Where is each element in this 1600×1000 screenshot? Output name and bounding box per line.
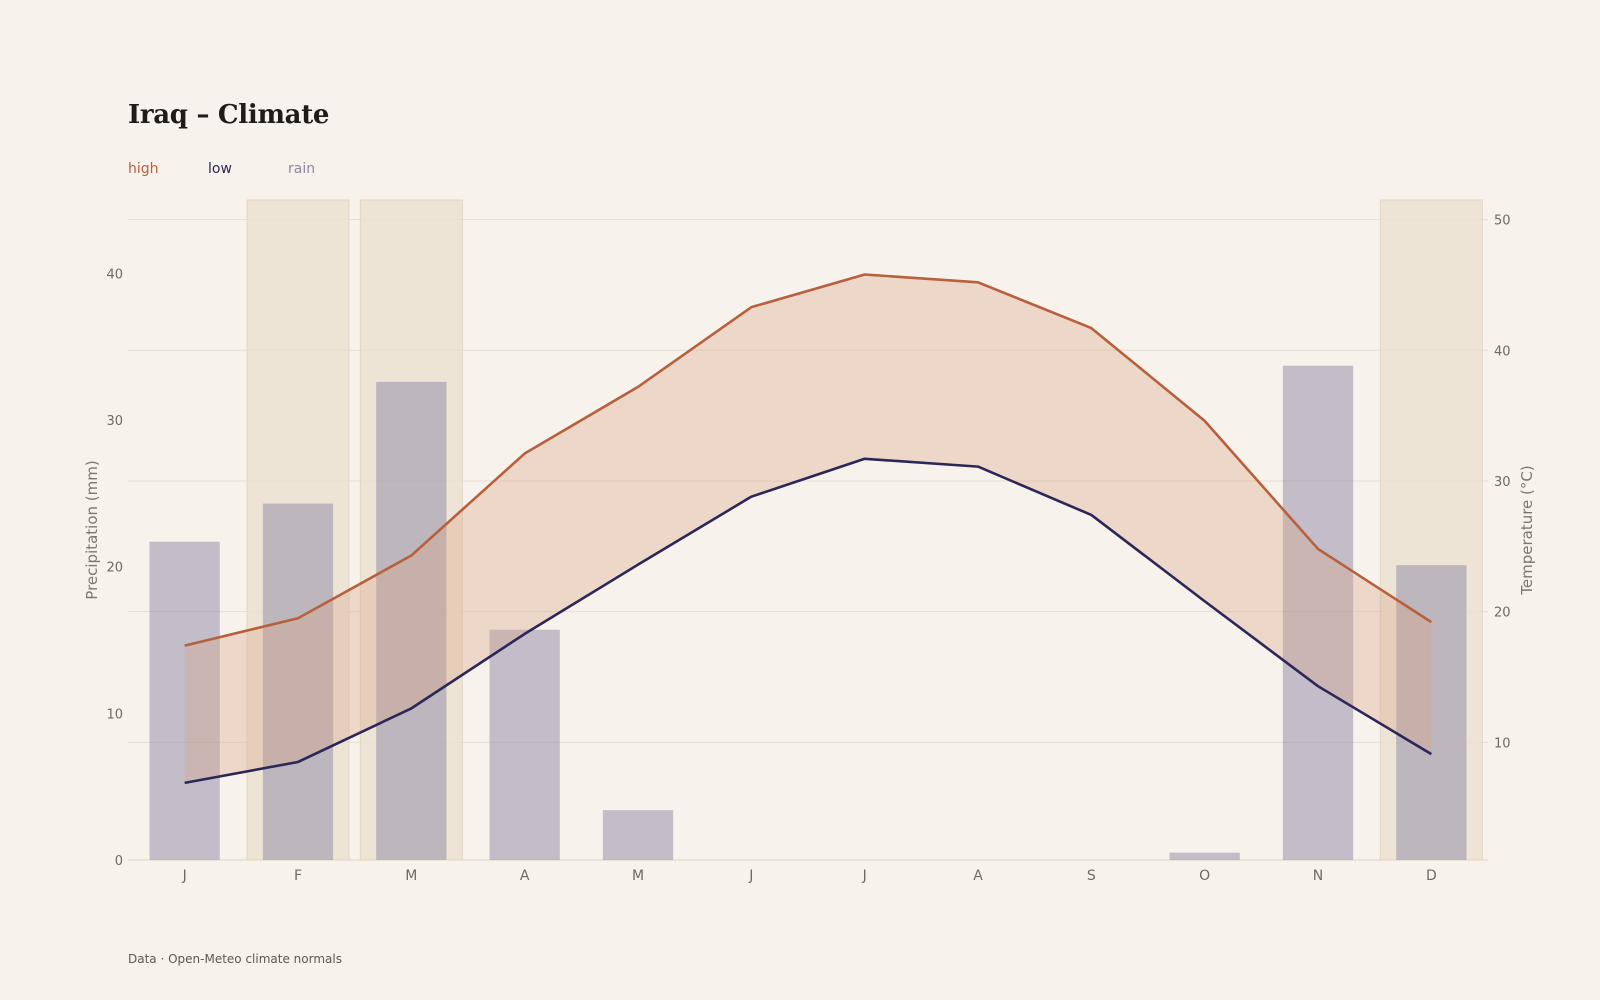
temperature-band-layer (184, 274, 1432, 783)
rain-bar (262, 503, 334, 860)
data-source: Data · Open-Meteo climate normals (128, 952, 342, 966)
lines-layer (184, 273, 1433, 785)
x-tick-label: M (632, 868, 644, 884)
left-y-tick-label: 20 (106, 561, 123, 576)
x-tick-label: F (294, 868, 302, 884)
right-y-tick-label: 50 (1494, 214, 1511, 229)
x-tick-label: M (405, 868, 417, 884)
high-temperature-line (184, 273, 1433, 647)
x-tick-label: O (1199, 868, 1210, 884)
bars-layer (149, 365, 1467, 860)
x-tick-label: N (1313, 868, 1323, 884)
rain-bar (1396, 565, 1467, 860)
left-y-tick-label: 30 (106, 414, 123, 429)
x-tick-label: A (973, 868, 983, 884)
left-y-tick-label: 0 (115, 854, 123, 869)
rain-bar (602, 810, 674, 860)
rain-bar (1169, 852, 1240, 860)
right-y-axis-title: Temperature (°C) (1518, 465, 1536, 595)
temperature-band (184, 274, 1432, 783)
grid-layer (128, 219, 1488, 861)
legend-rain: rain (288, 161, 316, 177)
right-y-tick-label: 30 (1494, 475, 1511, 490)
x-tick-label: J (862, 868, 867, 884)
rain-bar (149, 541, 220, 860)
low-temperature-line (184, 457, 1433, 785)
rain-bar (489, 629, 560, 860)
left-y-tick-label: 10 (106, 707, 123, 722)
legend-high: high (128, 161, 159, 177)
rain-bar (1282, 365, 1354, 860)
right-y-tick-label: 10 (1494, 736, 1511, 751)
x-tick-label: J (182, 868, 187, 884)
left-y-tick-label: 40 (106, 267, 123, 282)
x-tick-label: D (1426, 868, 1437, 884)
x-tick-label: A (520, 868, 530, 884)
x-tick-label: J (748, 868, 753, 884)
x-tick-label: S (1087, 868, 1096, 884)
rain-bar (376, 381, 447, 860)
axes-layer: J F M A M J J A S O N D 0 10 20 30 40 10 20 30 40 50 Precipita… (83, 214, 1536, 884)
chart-title: Iraq – Climate (128, 100, 330, 130)
left-y-axis-title: Precipitation (mm) (83, 460, 101, 599)
right-y-tick-label: 40 (1494, 344, 1511, 359)
legend-low: low (208, 161, 232, 177)
right-y-tick-label: 20 (1494, 606, 1511, 621)
